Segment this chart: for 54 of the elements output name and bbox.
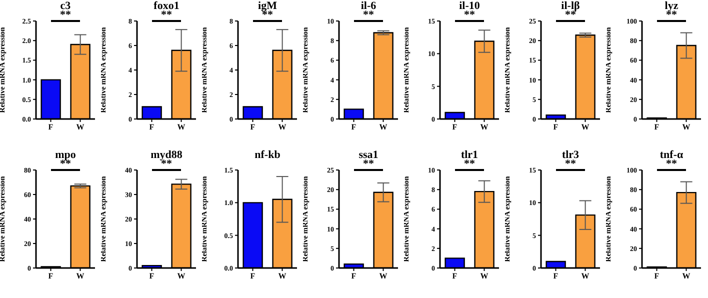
x-tick-label: F [48,272,54,281]
chart-title: il-6 [360,0,378,12]
x-tick-label: W [682,122,690,132]
annotation: ** [565,158,576,170]
x-tick-label: W [480,122,488,132]
annotation: ** [464,9,475,21]
chart-title: il-lβ [560,0,581,12]
x-tick-label: F [553,122,558,132]
annotation: ** [363,158,374,170]
x-tick-label: W [177,272,186,281]
annotation: ** [161,9,172,21]
annotation: ** [666,9,677,21]
x-tick-label: W [379,272,388,281]
x-tick-label: W [76,122,84,132]
x-tick-label: F [250,122,256,132]
x-tick-label: F [48,122,54,132]
x-tick-label: W [581,122,590,132]
chart-title: lyz [664,0,680,12]
annotation: ** [59,9,72,21]
annotation: ** [464,158,475,170]
x-tick-label: W [379,122,388,132]
x-tick-label: F [351,122,356,132]
chart-title: mpo [54,149,77,161]
chart-title: nf-kb [254,149,282,161]
x-tick-label: W [581,272,590,281]
x-tick-label: W [278,272,286,281]
x-tick-label: F [250,272,256,281]
x-tick-label: W [278,122,286,132]
chart-title: tlr3 [560,149,580,161]
chart-title: ssa1 [358,149,380,161]
chart-title: tlr1 [460,149,480,161]
chart-title: c3 [59,0,72,12]
x-tick-label: W [480,272,488,281]
x-tick-label: W [177,122,186,132]
chart-title: igM [257,0,278,12]
x-tick-label: W [682,272,690,281]
chart-title: il-10 [458,0,481,12]
annotation: ** [565,9,576,21]
annotation: ** [363,9,374,21]
x-tick-label: W [76,272,84,281]
annotation: ** [60,158,71,170]
x-tick-label: F [654,272,660,281]
x-tick-label: F [654,122,660,132]
x-tick-label: F [351,272,356,281]
annotation: ** [666,158,677,170]
annotation: ** [161,158,172,170]
chart-title: foxo1 [152,0,180,12]
x-tick-label: F [452,272,458,281]
x-tick-label: F [452,122,458,132]
x-tick-label: F [149,122,154,132]
x-tick-label: F [149,272,154,281]
chart-title: myd88 [150,149,184,161]
x-tick-label: F [553,272,558,281]
chart-title: tnf-α [658,149,684,161]
